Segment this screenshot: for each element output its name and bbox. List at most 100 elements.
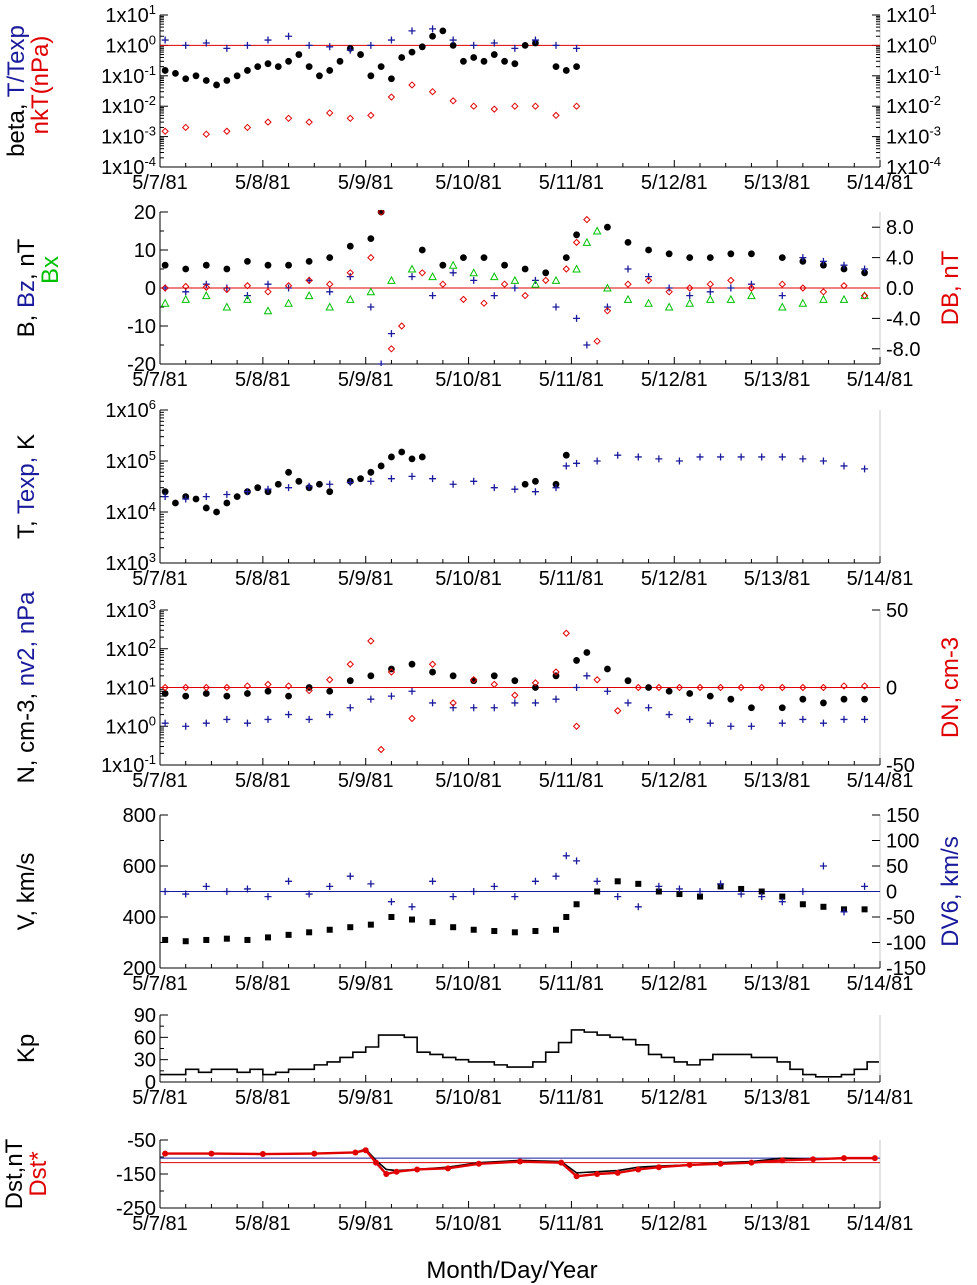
y2-tick-label: 50 [886,600,908,622]
series-bx-point [489,272,499,281]
series-db-point [202,283,210,291]
series-texp-point [573,459,581,467]
series-bz-point [583,341,591,349]
series-db-point [367,253,375,262]
series-nv2-point [429,699,437,707]
series-beta-point [336,57,344,65]
series-n-point [449,672,457,680]
series-beta-point [408,48,416,56]
panel-plasma-beta: 5/7/81 5/8/81 5/9/81 5/10/81 5/11/81 5/12/81 5… [3,2,941,194]
series-db-point [593,337,601,345]
series-beta-point [562,67,570,74]
series-dv6-point [758,893,766,901]
series-t-texp-point [305,41,313,49]
series-dst--point [810,1156,817,1163]
x-tick-label: 5/10/81 [435,369,502,391]
series-nkt-point [264,118,272,126]
series-bx-point [181,294,191,303]
series-dn-point [470,676,478,684]
series-dn-point [819,683,828,692]
series-texp-point [634,453,642,461]
series-b-point [439,261,447,269]
series-dv6-point [819,862,827,870]
series-dst--point [841,1155,847,1162]
series-nv2-point [778,719,786,727]
series-beta-point [439,27,447,35]
series-t-point [408,455,416,463]
series-b-point [480,254,488,261]
series-n-point [624,677,632,685]
series-b-point [202,261,210,269]
y-tick-label-right: 1x100 [886,32,937,57]
series-t-texp-point [408,27,416,35]
series-bz-point [799,254,807,262]
series-bx-point [644,298,653,307]
x-tick-label: 5/9/81 [338,770,394,792]
series-v-point [511,929,518,936]
series-texp-point [562,462,570,470]
x-tick-label: 5/7/81 [132,172,188,194]
x-tick-label: 5/9/81 [338,973,394,995]
series-n-point [202,690,210,697]
x-tick-label: 5/14/81 [847,1213,914,1235]
x-tick-label: 5/13/81 [744,172,811,194]
series-nv2-point [305,715,313,723]
series-v-point [388,914,395,920]
series-dn-point [634,683,642,692]
series-db-point [603,307,612,315]
y2-axis-label: DV6, km/s [937,836,964,947]
series-dn-point [182,683,190,692]
y2-axis-label: DB, nT [937,250,964,325]
series-b-point [727,250,735,258]
series-beta-point [223,77,231,84]
series-db-point [860,291,869,300]
series-dn-point [284,682,293,690]
series-dst--point [717,1160,724,1167]
series-dn-point [572,722,581,730]
series-t-point [388,453,395,461]
series-nv2-point [223,715,231,723]
series-dv6-point [696,888,704,895]
series-dn-point [449,699,457,707]
series-beta-point [182,75,190,83]
series-t-texp-point [552,41,560,49]
series-beta-point [449,42,457,49]
series-dst--point [414,1166,421,1173]
series-dn-point [326,676,334,684]
y-tick-label: 1x106 [105,397,156,422]
x-tick-label: 5/12/81 [641,1087,708,1109]
series-nv2-point [161,719,169,727]
series-v-point [799,901,806,908]
x-tick-label: 5/13/81 [744,1213,811,1235]
series-bz-point [346,273,354,281]
series-b-point [686,254,694,261]
series-dst--point [162,1150,169,1157]
x-tick-label: 5/7/81 [132,1087,188,1109]
x-axis-title: Month/Day/Year [426,1257,597,1284]
series-nv2-point [624,699,632,707]
series-beta-point [274,63,282,71]
series-bz-point [449,269,457,277]
x-tick-label: 5/12/81 [641,369,708,391]
series-bx-point [705,294,715,303]
series-n-point [429,668,436,676]
series-dn-point [511,691,519,699]
series-beta-point [316,72,323,80]
y2-tick-label: -8.0 [886,339,920,361]
series-v-point [697,893,703,900]
x-tick-label: 5/7/81 [132,568,188,590]
series-nkt-point [367,111,375,120]
y-axis-label: Kp [13,1034,40,1063]
series-dst--point [655,1164,662,1171]
y-tick-label: -20 [127,354,156,376]
series-bz-point [470,276,478,284]
x-tick-label: 5/12/81 [641,973,708,995]
series-dn-point [840,682,848,690]
series-bz-point [665,284,673,292]
series-bx-point [160,298,170,307]
series-texp-point [408,472,416,480]
series-n-point [861,695,868,703]
series-bz-point [552,303,560,311]
series-db-point [161,284,169,292]
